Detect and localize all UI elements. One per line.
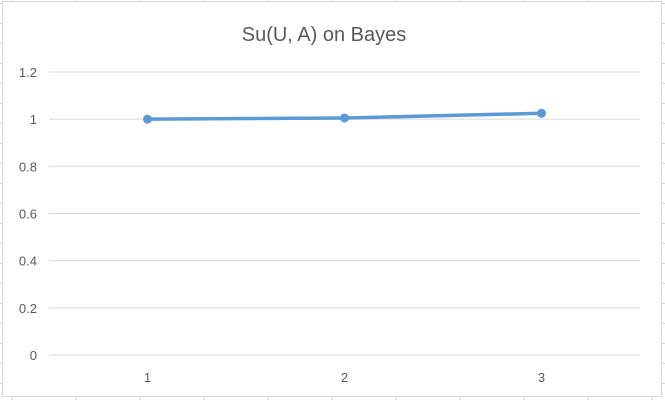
data-point[interactable]: [340, 113, 349, 123]
x-tick-label: 2: [341, 370, 348, 385]
data-point[interactable]: [537, 108, 546, 118]
x-tick-label: 1: [144, 370, 151, 385]
y-tick-label: 1.2: [19, 65, 37, 80]
y-tick-label: 1: [30, 112, 37, 127]
x-tick-label: 3: [538, 370, 545, 385]
y-tick-label: 0.4: [19, 254, 37, 269]
y-tick-label: 0: [30, 348, 37, 363]
series-layer: [143, 108, 546, 124]
y-tick-label: 0.2: [19, 301, 37, 316]
data-point[interactable]: [143, 114, 152, 124]
chart-title: Su(U, A) on Bayes: [242, 24, 407, 46]
x-axis-ticks: 1 2 3: [144, 370, 545, 385]
y-tick-label: 0.8: [19, 159, 37, 174]
y-tick-label: 0.6: [19, 207, 37, 222]
y-axis-ticks: 0 0.2 0.4 0.6 0.8 1 1.2: [19, 65, 37, 363]
